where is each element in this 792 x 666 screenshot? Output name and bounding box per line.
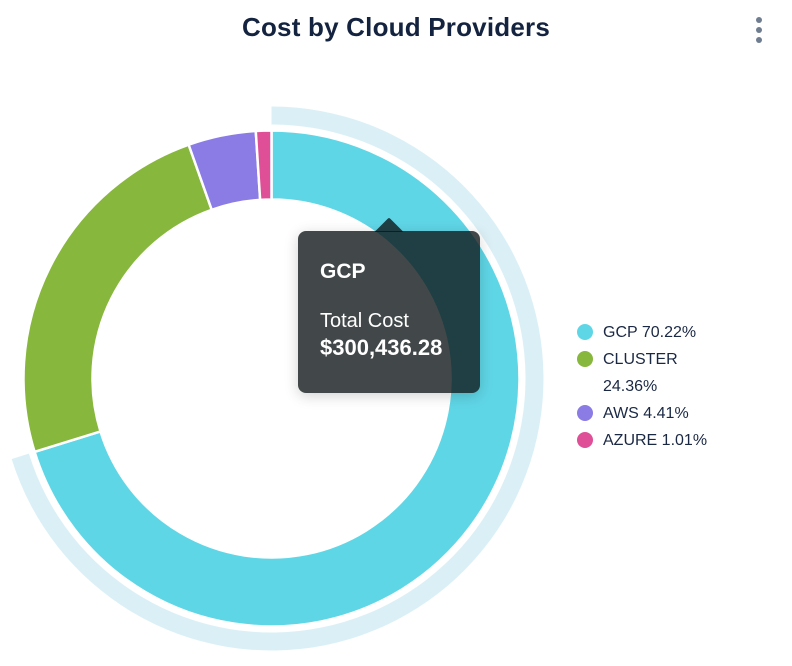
legend-label: AWS 4.41%: [603, 405, 689, 422]
kebab-dot: [756, 27, 762, 33]
tooltip-metric-label: Total Cost: [320, 310, 409, 332]
tooltip-arrow: [374, 218, 404, 232]
legend-dot-cluster: [577, 351, 593, 367]
slice-cluster[interactable]: [22, 143, 214, 454]
chart-tooltip: GCP Total Cost $300,436.28: [298, 231, 480, 393]
tooltip-series-name: GCP: [320, 260, 366, 283]
kebab-dot: [756, 17, 762, 23]
tooltip-metric-value: $300,436.28: [320, 335, 443, 360]
page-title: Cost by Cloud Providers: [242, 12, 550, 42]
chart-legend: GCP 70.22% CLUSTER 24.36% AWS 4.41% AZUR…: [577, 319, 725, 454]
legend-label: CLUSTER 24.36%: [603, 351, 678, 395]
legend-dot-azure: [577, 432, 593, 448]
legend-item-azure[interactable]: AZURE 1.01%: [577, 427, 725, 454]
legend-item-gcp[interactable]: GCP 70.22%: [577, 319, 725, 346]
legend-dot-gcp: [577, 324, 593, 340]
legend-label: AZURE 1.01%: [603, 432, 708, 449]
legend-item-cluster[interactable]: CLUSTER 24.36%: [577, 346, 725, 400]
legend-label: GCP 70.22%: [603, 324, 697, 341]
legend-dot-aws: [577, 405, 593, 421]
legend-item-aws[interactable]: AWS 4.41%: [577, 400, 725, 427]
slice-azure[interactable]: [254, 129, 273, 202]
kebab-dot: [756, 37, 762, 43]
kebab-menu-icon[interactable]: [748, 10, 770, 50]
